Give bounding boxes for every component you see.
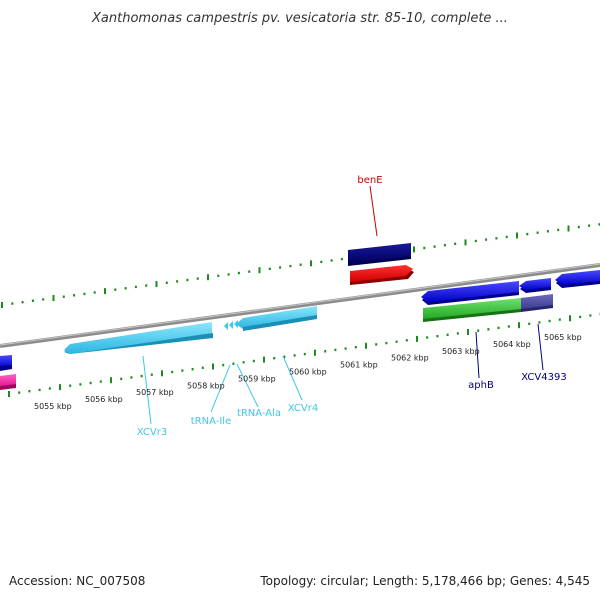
gene-xcv4393-blue[interactable] (519, 278, 551, 293)
kbp-label: 5059 kbp (238, 374, 276, 383)
gene-xcv4393[interactable] (521, 294, 553, 312)
gene-right-edge-blue[interactable] (555, 270, 600, 288)
lower-tick-row (8, 312, 600, 397)
label-leader-lines (142, 185, 544, 425)
kbp-label: 5058 kbp (187, 381, 225, 390)
gene-left-edge-blue[interactable] (0, 355, 12, 371)
kbp-label: 5056 kbp (85, 395, 123, 404)
kbp-label: 5060 kbp (289, 368, 327, 377)
gene-label-xcv4393[interactable]: XCV4393 (521, 372, 566, 383)
genome-backbone (0, 263, 600, 348)
kbp-label: 5064 kbp (493, 340, 531, 349)
kbp-label: 5055 kbp (34, 402, 72, 411)
gene-label-trna-ala[interactable]: tRNA-Ala (237, 408, 281, 419)
kbp-label: 5062 kbp (391, 354, 429, 363)
gene-xcvr4[interactable] (236, 306, 317, 331)
gene-left-edge-pink[interactable] (0, 374, 16, 390)
gene-label-benE[interactable]: benE (357, 175, 382, 186)
gene-aphB[interactable] (421, 281, 519, 305)
gene-green-bar[interactable] (423, 298, 521, 322)
gene-label-xcvr3[interactable]: XCVr3 (137, 427, 167, 438)
gene-benE-navy[interactable] (348, 243, 411, 266)
gene-benE[interactable] (350, 265, 414, 285)
kbp-label: 5057 kbp (136, 388, 174, 397)
gene-label-aphB[interactable]: aphB (468, 380, 494, 391)
kbp-scale-labels: 5055 kbp 5056 kbp 5057 kbp 5058 kbp 5059… (34, 333, 582, 411)
topology-text: Topology: circular; Length: 5,178,466 bp… (260, 574, 590, 588)
kbp-label: 5063 kbp (442, 347, 480, 356)
gene-label-trna-ile[interactable]: tRNA-Ile (191, 416, 231, 427)
kbp-label: 5065 kbp (544, 333, 582, 342)
gene-label-xcvr4[interactable]: XCVr4 (288, 403, 318, 414)
genome-backbone-highlight (0, 263, 600, 346)
kbp-label: 5061 kbp (340, 361, 378, 370)
genome-title: Xanthomonas campestris pv. vesicatoria s… (91, 11, 508, 26)
gene-xcvr3[interactable] (64, 322, 213, 354)
accession-text: Accession: NC_007508 (9, 574, 146, 588)
gene-trna-ile[interactable] (224, 321, 233, 330)
